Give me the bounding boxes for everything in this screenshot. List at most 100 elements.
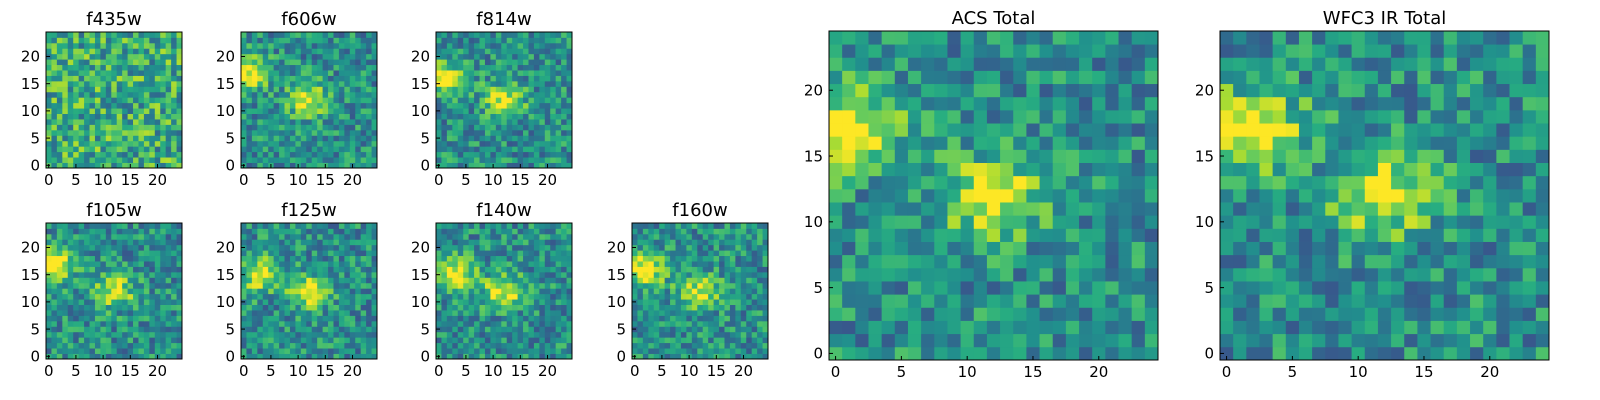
heatmap-cell <box>642 304 649 311</box>
heatmap-cell <box>740 337 747 344</box>
heatmap-cell <box>757 348 763 354</box>
heatmap-cells <box>46 223 183 360</box>
heatmap-cell <box>680 342 687 349</box>
heatmap-cell <box>311 151 318 158</box>
heatmap-cell <box>484 228 491 235</box>
heatmap-cell <box>105 151 112 158</box>
heatmap-cell <box>289 146 296 153</box>
heatmap-cell <box>670 288 676 295</box>
heatmap-cell <box>344 255 351 262</box>
heatmap-cell <box>257 59 264 66</box>
heatmap-cell <box>468 223 475 229</box>
heatmap-cell <box>490 157 497 163</box>
heatmap-cell <box>441 162 448 169</box>
heatmap-cell <box>160 70 167 76</box>
heatmap-cell <box>262 80 269 87</box>
heatmap-cell <box>468 86 475 93</box>
heatmap-cell <box>56 86 63 93</box>
heatmap-cell <box>289 59 296 66</box>
heatmap-cell <box>686 288 693 295</box>
heatmap-cells <box>46 32 183 169</box>
heatmap-cell <box>523 42 529 49</box>
heatmap-cell <box>127 310 134 316</box>
heatmap-cell <box>539 255 546 262</box>
heatmap-cell <box>947 188 961 203</box>
heatmap-cell <box>73 342 80 349</box>
heatmap-cell <box>138 80 145 87</box>
heatmap-cell <box>436 315 442 322</box>
heatmap-cell <box>512 353 518 360</box>
heatmap-cell <box>446 353 453 360</box>
heatmap-cell <box>138 157 145 163</box>
heatmap-cell <box>111 348 118 354</box>
heatmap-cell <box>100 53 107 60</box>
heatmap-cell <box>528 64 535 71</box>
heatmap-cell <box>94 119 101 125</box>
heatmap-cell <box>1000 346 1014 361</box>
heatmap-cell <box>306 113 313 120</box>
heatmap-cell <box>360 140 367 147</box>
heatmap-cell <box>729 223 736 229</box>
heatmap-cell <box>349 288 356 295</box>
heatmap-cell <box>986 175 1001 190</box>
heatmap-cell <box>1079 241 1093 256</box>
heatmap-cell <box>251 288 258 295</box>
heatmap-cell <box>122 320 128 327</box>
heatmap-cell <box>100 244 107 251</box>
heatmap-cell <box>306 42 313 49</box>
heatmap-cell <box>702 255 709 262</box>
heatmap-cell <box>484 53 491 60</box>
heatmap-cell <box>338 353 345 360</box>
heatmap-cell <box>947 215 961 229</box>
heatmap-cell <box>686 299 693 305</box>
heatmap-cell <box>566 53 573 60</box>
heatmap-cell <box>544 271 551 278</box>
heatmap-cell <box>154 37 161 44</box>
heatmap-cell <box>746 320 753 327</box>
heatmap-cell <box>1105 254 1119 269</box>
heatmap-cell <box>176 59 183 66</box>
heatmap-cell <box>1052 281 1067 295</box>
heatmap-cell <box>279 162 285 169</box>
heatmap-cell <box>1144 333 1159 348</box>
heatmap-cell <box>973 215 988 229</box>
heatmap-cell <box>333 32 340 38</box>
heatmap-cell <box>550 140 557 147</box>
heatmap-cell <box>94 102 101 109</box>
heatmap-cell <box>51 42 58 49</box>
heatmap-cell <box>1131 215 1146 229</box>
heatmap-cell <box>724 271 731 278</box>
heatmap-cell <box>295 271 302 278</box>
heatmap-cell <box>697 293 704 300</box>
heatmap-cell <box>544 255 551 262</box>
heatmap-cell <box>89 239 96 246</box>
heatmap-cell <box>322 320 329 327</box>
heatmap-cell <box>171 113 177 120</box>
heatmap-cell <box>561 233 567 240</box>
heatmap-cell <box>100 151 107 158</box>
heatmap-cell <box>366 228 372 235</box>
heatmap-cell <box>566 102 573 109</box>
heatmap-cell <box>149 310 156 316</box>
heatmap-cell <box>746 288 753 295</box>
heatmap-cell <box>306 119 313 125</box>
heatmap-cell <box>675 277 682 284</box>
heatmap-cell <box>517 282 524 289</box>
heatmap-cell <box>311 53 318 60</box>
heatmap-cell <box>89 250 96 257</box>
heatmap-cell <box>691 293 698 300</box>
heatmap-cell <box>84 102 90 109</box>
heatmap-cell <box>1131 307 1146 321</box>
heatmap-cell <box>154 320 161 327</box>
heatmap-cell <box>241 129 247 136</box>
heatmap-cell <box>366 102 372 109</box>
heatmap-cell <box>251 157 258 163</box>
heatmap-cell <box>149 228 156 235</box>
heatmap-cell <box>328 108 334 114</box>
heatmap-cell <box>366 59 372 66</box>
heatmap-cell <box>360 239 367 246</box>
heatmap-cell <box>463 320 470 327</box>
heatmap-cell <box>1118 241 1133 256</box>
heatmap-cell <box>273 91 280 98</box>
